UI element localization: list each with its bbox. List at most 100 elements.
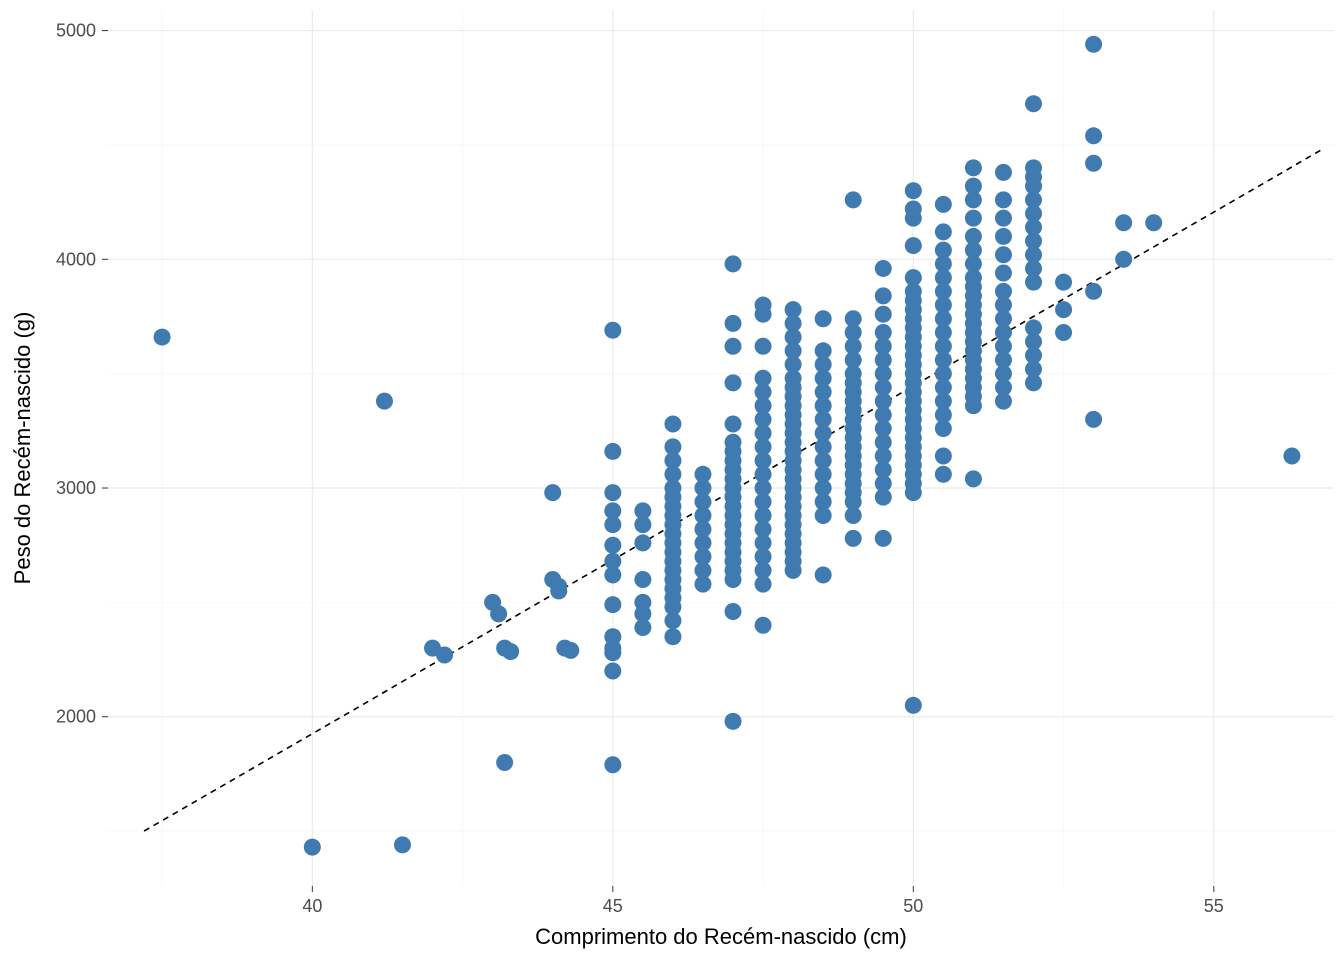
- data-point: [725, 571, 742, 588]
- data-point: [935, 448, 952, 465]
- data-point: [755, 617, 772, 634]
- plot-panel: [108, 10, 1334, 886]
- data-point: [496, 754, 513, 771]
- data-point: [1115, 251, 1132, 268]
- data-point: [604, 644, 621, 661]
- data-point: [664, 612, 681, 629]
- data-point: [965, 397, 982, 414]
- data-point: [935, 223, 952, 240]
- data-point: [604, 537, 621, 554]
- data-point: [436, 646, 453, 663]
- data-point: [634, 534, 651, 551]
- data-point: [725, 374, 742, 391]
- scatter-chart: 40 45 50 55 2000 3000 4000 5000 Comprimento do R…: [0, 0, 1344, 960]
- data-point: [634, 516, 651, 533]
- y-axis-title: Peso do Recém-nascido (g): [10, 312, 35, 585]
- data-point: [995, 210, 1012, 227]
- data-point: [604, 516, 621, 533]
- data-point: [905, 484, 922, 501]
- data-point: [604, 596, 621, 613]
- data-point: [785, 562, 802, 579]
- x-tick-label: 45: [603, 896, 623, 916]
- data-point: [725, 713, 742, 730]
- data-point: [875, 287, 892, 304]
- data-point: [725, 338, 742, 355]
- data-point: [965, 210, 982, 227]
- data-point: [154, 329, 171, 346]
- data-point: [845, 191, 862, 208]
- data-point: [725, 255, 742, 272]
- x-tick-label: 55: [1204, 896, 1224, 916]
- data-point: [995, 393, 1012, 410]
- data-point: [604, 484, 621, 501]
- data-point: [1115, 214, 1132, 231]
- data-point: [664, 415, 681, 432]
- y-tick-label: 2000: [56, 707, 96, 727]
- x-tick-label: 40: [302, 896, 322, 916]
- data-point: [875, 489, 892, 506]
- data-point: [935, 420, 952, 437]
- data-point: [394, 836, 411, 853]
- x-tick-label: 50: [903, 896, 923, 916]
- data-point: [664, 628, 681, 645]
- data-point: [935, 196, 952, 213]
- data-point: [905, 210, 922, 227]
- data-point: [995, 228, 1012, 245]
- data-point: [725, 603, 742, 620]
- data-point: [755, 338, 772, 355]
- data-point: [905, 182, 922, 199]
- data-point: [815, 507, 832, 524]
- data-point: [490, 605, 507, 622]
- data-point: [995, 246, 1012, 263]
- data-point: [550, 582, 567, 599]
- y-tick-label: 3000: [56, 478, 96, 498]
- data-point: [965, 191, 982, 208]
- data-point: [1025, 95, 1042, 112]
- data-point: [1145, 214, 1162, 231]
- data-point: [815, 310, 832, 327]
- data-point: [1085, 127, 1102, 144]
- data-point: [995, 265, 1012, 282]
- data-point: [845, 530, 862, 547]
- chart-svg: 40 45 50 55 2000 3000 4000 5000 Comprimento do R…: [0, 0, 1344, 960]
- data-point: [304, 839, 321, 856]
- data-point: [725, 315, 742, 332]
- data-point: [1085, 411, 1102, 428]
- data-point: [995, 191, 1012, 208]
- data-point: [604, 443, 621, 460]
- data-point: [634, 619, 651, 636]
- data-point: [1085, 155, 1102, 172]
- data-point: [965, 159, 982, 176]
- data-point: [604, 322, 621, 339]
- data-point: [376, 393, 393, 410]
- data-point: [1085, 36, 1102, 53]
- y-tick-label: 4000: [56, 249, 96, 269]
- data-point: [1055, 274, 1072, 291]
- data-point: [1025, 274, 1042, 291]
- data-point: [604, 756, 621, 773]
- data-point: [694, 576, 711, 593]
- data-point: [1055, 324, 1072, 341]
- data-point: [995, 164, 1012, 181]
- data-point: [725, 415, 742, 432]
- data-point: [935, 466, 952, 483]
- data-point: [1025, 374, 1042, 391]
- data-point: [815, 566, 832, 583]
- x-axis-title: Comprimento do Recém-nascido (cm): [535, 924, 907, 949]
- data-point: [755, 576, 772, 593]
- data-point: [1055, 301, 1072, 318]
- data-point: [875, 260, 892, 277]
- y-tick-label: 5000: [56, 21, 96, 41]
- data-point: [1085, 283, 1102, 300]
- data-point: [905, 237, 922, 254]
- data-point: [604, 566, 621, 583]
- data-point: [634, 571, 651, 588]
- data-point: [755, 306, 772, 323]
- data-point: [905, 697, 922, 714]
- data-point: [845, 507, 862, 524]
- data-point: [604, 663, 621, 680]
- data-point: [875, 306, 892, 323]
- data-point: [544, 484, 561, 501]
- data-point: [875, 530, 892, 547]
- data-point: [1283, 448, 1300, 465]
